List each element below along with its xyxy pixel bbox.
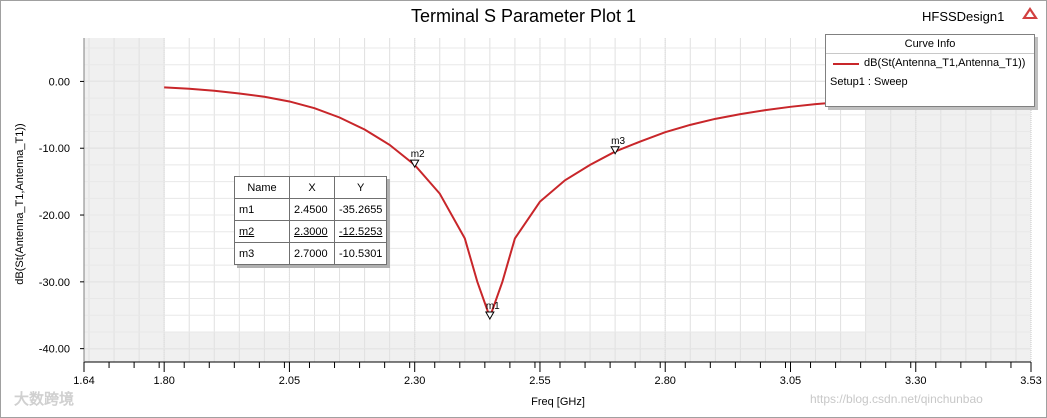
marker-x: 2.4500 bbox=[289, 198, 335, 221]
y-tick-label: -20.00 bbox=[39, 210, 70, 222]
marker-name: m3 bbox=[234, 242, 290, 265]
x-tick-label: 2.80 bbox=[655, 375, 676, 387]
x-tick-label: 3.53 bbox=[1020, 375, 1041, 387]
x-axis-label: Freq [GHz] bbox=[531, 396, 585, 408]
x-tick-label: 1.64 bbox=[73, 375, 94, 387]
marker-x: 2.7000 bbox=[289, 242, 335, 265]
design-name: HFSSDesign1 bbox=[922, 9, 1005, 24]
series-line bbox=[164, 86, 866, 321]
marker-y: -35.2655 bbox=[333, 198, 388, 221]
x-tick-label: 2.30 bbox=[404, 375, 425, 387]
marker-y: -10.5301 bbox=[333, 242, 388, 265]
legend-header: Curve Info bbox=[904, 38, 956, 50]
marker-col-name: Name bbox=[234, 176, 290, 199]
table-row[interactable]: m1 2.4500 -35.2655 bbox=[234, 198, 388, 221]
marker-name: m2 bbox=[234, 220, 290, 243]
shaded-region-left bbox=[84, 38, 165, 362]
marker-m3-triangle bbox=[610, 146, 620, 155]
x-tick-label: 2.55 bbox=[529, 375, 550, 387]
x-tick-label: 3.30 bbox=[905, 375, 926, 387]
legend-divider bbox=[826, 53, 1034, 54]
marker-table-header: Name X Y bbox=[234, 176, 388, 199]
y-axis-label: dB(St(Antenna_T1,Antenna_T1)) bbox=[14, 123, 26, 285]
legend-swatch bbox=[833, 63, 859, 65]
y-tick-label: -10.00 bbox=[39, 143, 70, 155]
x-tick-label: 3.05 bbox=[780, 375, 801, 387]
watermark-url: https://blog.csdn.net/qinchunbao bbox=[810, 392, 983, 406]
marker-m1-triangle bbox=[484, 311, 495, 321]
y-tick-label: 0.00 bbox=[49, 76, 70, 88]
marker-m2-triangle bbox=[409, 159, 420, 169]
y-tick-label: -40.00 bbox=[39, 344, 70, 356]
marker-m2-label: m2 bbox=[411, 149, 425, 160]
curve-info-legend[interactable]: Curve Info dB(St(Antenna_T1,Antenna_T1))… bbox=[825, 34, 1035, 107]
y-tick-label: -30.00 bbox=[39, 277, 70, 289]
marker-x: 2.3000 bbox=[289, 220, 335, 243]
table-row[interactable]: m3 2.7000 -10.5301 bbox=[234, 242, 388, 265]
marker-table[interactable]: Name X Y m1 2.4500 -35.2655 m2 2.3000 -1… bbox=[234, 176, 388, 265]
x-tick-label: 1.80 bbox=[153, 375, 174, 387]
plot-title: Terminal S Parameter Plot 1 bbox=[410, 6, 637, 26]
table-row[interactable]: m2 2.3000 -12.5253 bbox=[234, 220, 388, 243]
legend-series-label: dB(St(Antenna_T1,Antenna_T1)) bbox=[864, 57, 1026, 69]
marker-name: m1 bbox=[234, 198, 290, 221]
shaded-region-bottom bbox=[84, 331, 1031, 362]
hfss-logo-icon bbox=[1021, 6, 1039, 25]
marker-col-x: X bbox=[289, 176, 335, 199]
legend-setup-label: Setup1 : Sweep bbox=[830, 76, 908, 88]
marker-m3-label: m3 bbox=[611, 136, 625, 147]
marker-col-y: Y bbox=[333, 176, 388, 199]
x-tick-label: 2.05 bbox=[279, 375, 300, 387]
marker-y: -12.5253 bbox=[333, 220, 388, 243]
watermark-logo: 大数跨境 bbox=[14, 391, 75, 408]
marker-m1-label: m1 bbox=[486, 301, 500, 312]
